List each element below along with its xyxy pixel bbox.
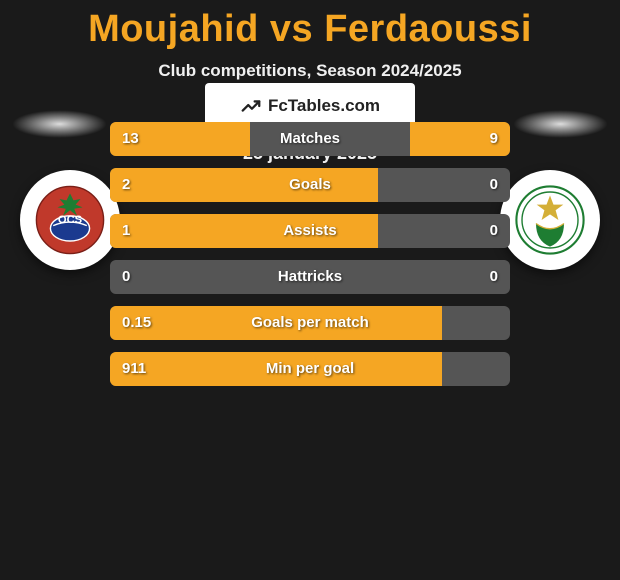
club-crest-left-icon: OCS xyxy=(35,185,105,255)
stats-container: 139Matches 20Goals 10Assists 00Hattricks 0.1… xyxy=(110,122,510,398)
page-title: Moujahid vs Ferdaoussi xyxy=(0,0,620,51)
branding-text: FcTables.com xyxy=(268,96,380,116)
chart-icon xyxy=(240,95,262,117)
stat-label: Hattricks xyxy=(110,260,510,294)
stat-row: 911Min per goal xyxy=(110,352,510,386)
page-subtitle: Club competitions, Season 2024/2025 xyxy=(0,61,620,81)
badge-shadow-left xyxy=(12,110,107,138)
stat-row: 00Hattricks xyxy=(110,260,510,294)
stat-label: Goals xyxy=(110,168,510,202)
stat-row: 0.15Goals per match xyxy=(110,306,510,340)
club-badge-left: OCS xyxy=(20,170,120,270)
stat-label: Goals per match xyxy=(110,306,510,340)
stat-label: Assists xyxy=(110,214,510,248)
badge-shadow-right xyxy=(513,110,608,138)
club-crest-right-icon xyxy=(515,185,585,255)
svg-text:OCS: OCS xyxy=(58,214,83,226)
stat-row: 20Goals xyxy=(110,168,510,202)
stat-row: 10Assists xyxy=(110,214,510,248)
stat-row: 139Matches xyxy=(110,122,510,156)
stat-label: Matches xyxy=(110,122,510,156)
stat-label: Min per goal xyxy=(110,352,510,386)
club-badge-right xyxy=(500,170,600,270)
